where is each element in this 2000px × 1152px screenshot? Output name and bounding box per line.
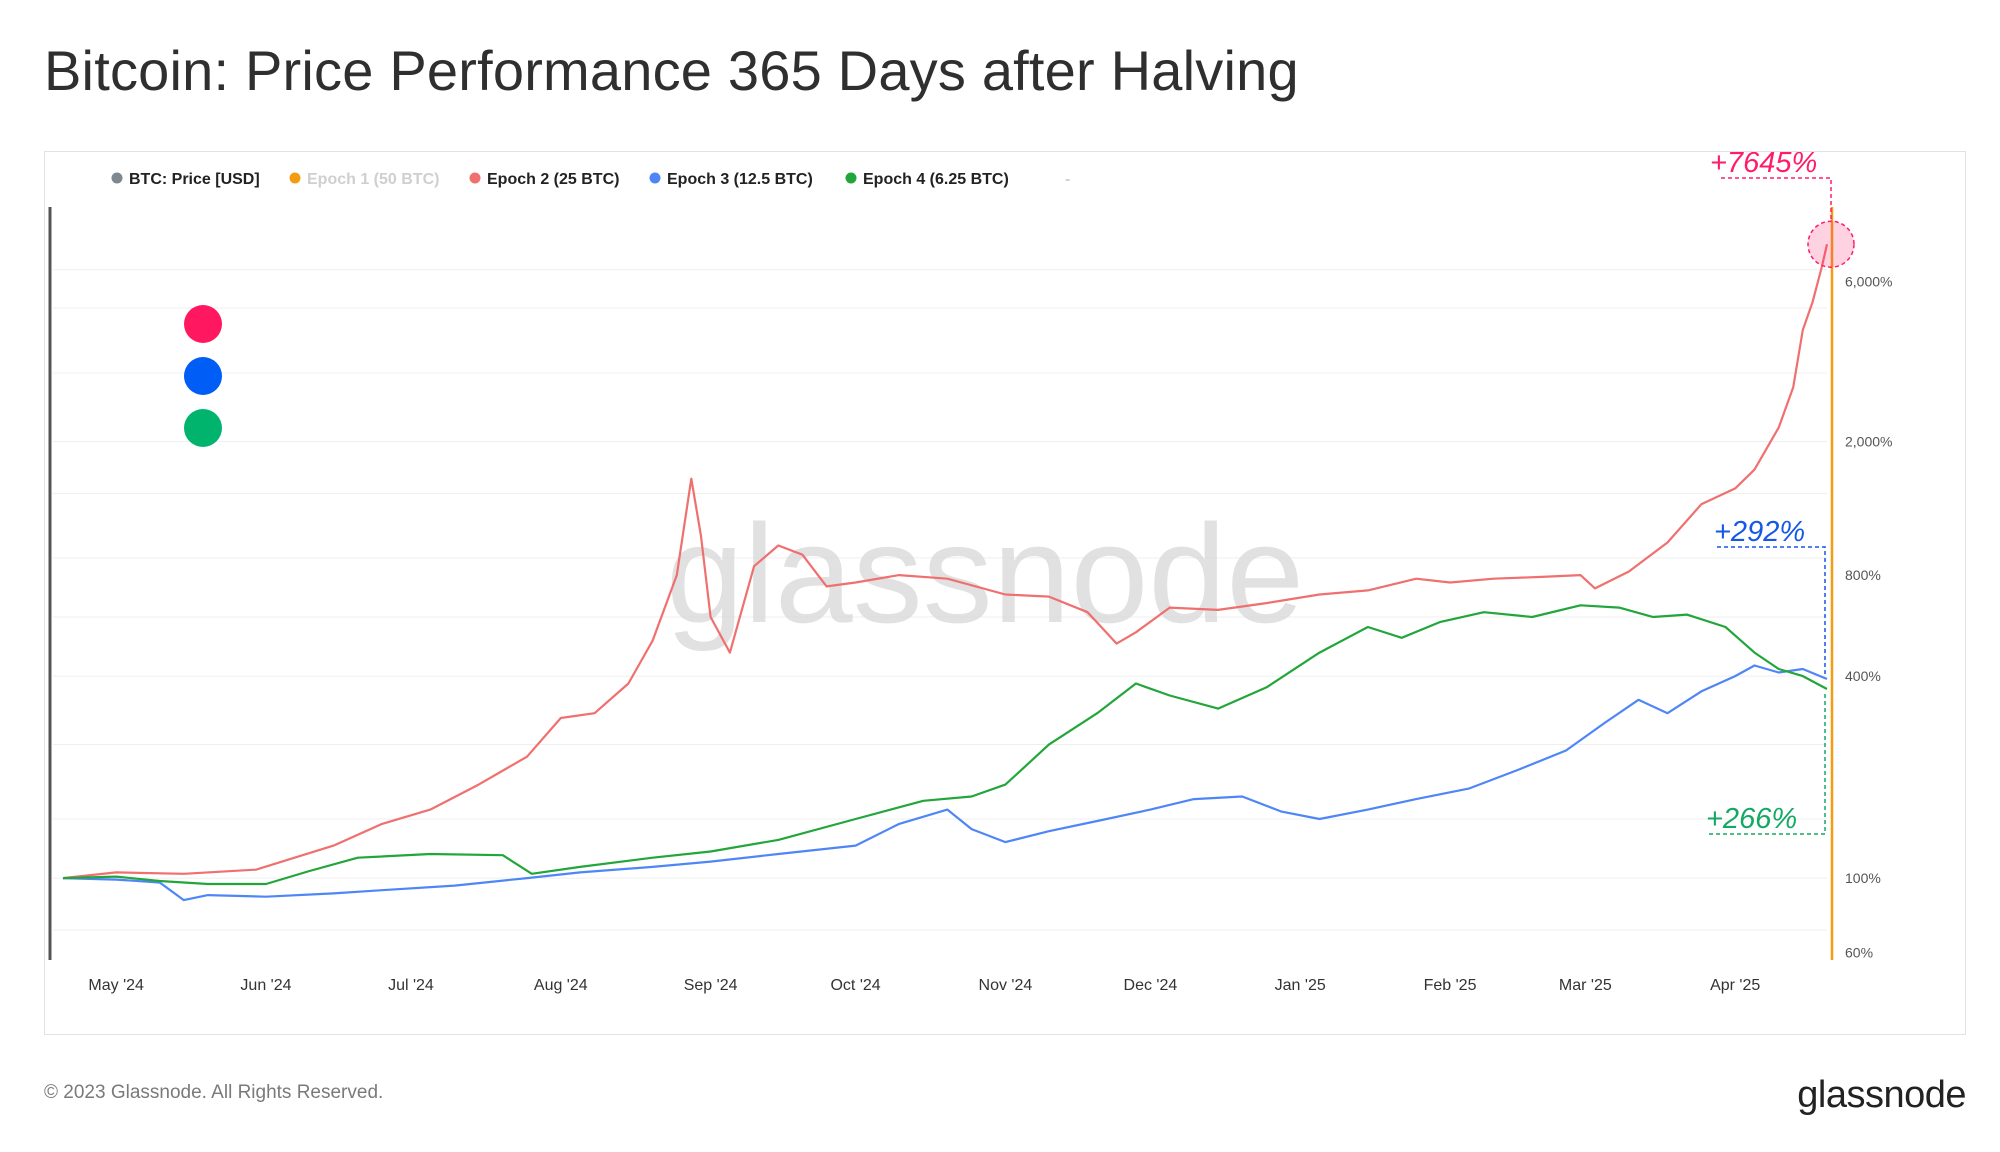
legend: BTC: Price [USD] Epoch 1 (50 BTC) Epoch 2 … — [111, 171, 1070, 188]
legend-swatch — [111, 172, 123, 184]
annotations: +7645% +292% +266% — [1706, 152, 1855, 835]
legend-label: - — [1065, 171, 1070, 188]
grid-layer — [53, 269, 1827, 931]
y-tick-label: 100% — [1845, 870, 1881, 886]
series-layer — [62, 243, 1829, 902]
x-tick-label: Oct '24 — [830, 977, 880, 994]
watermark-text: glassnode — [666, 495, 1304, 652]
legend-swatch — [469, 172, 481, 184]
x-tick-label: Jan '25 — [1275, 977, 1326, 994]
marker-dot-epoch-2 — [184, 305, 222, 343]
x-tick-label: Sep '24 — [684, 977, 738, 994]
legend-label: Epoch 3 (12.5 BTC) — [667, 171, 813, 188]
legend-item: Epoch 3 (12.5 BTC) — [649, 171, 813, 188]
series-line — [62, 604, 1828, 886]
legend-label: Epoch 1 (50 BTC) — [307, 171, 439, 188]
legend-item: BTC: Price [USD] — [111, 171, 260, 188]
y-tick-label: 60% — [1845, 945, 1873, 961]
legend-swatch — [289, 172, 301, 184]
x-tick-label: Apr '25 — [1710, 977, 1760, 994]
legend-swatch — [649, 172, 661, 184]
x-tick-label: Nov '24 — [979, 977, 1033, 994]
legend-label: Epoch 2 (25 BTC) — [487, 171, 619, 188]
chart-svg: glassnode BTC: Price [USD] Epoch 1 (50 BT… — [48, 152, 1892, 994]
marker-dot-epoch-4 — [184, 409, 222, 447]
x-tick-label: Jul '24 — [388, 977, 434, 994]
y-tick-label: 6,000% — [1845, 273, 1892, 289]
x-tick-label: Aug '24 — [534, 977, 588, 994]
x-tick-label: Dec '24 — [1124, 977, 1178, 994]
axis-layer: 60% 100% 400% 800% 2,000% 6,000% May '24 Jun '2… — [48, 207, 1892, 994]
legend-item: Epoch 2 (25 BTC) — [469, 171, 619, 188]
annotation-leader — [1709, 693, 1826, 835]
x-tick-label: Mar '25 — [1559, 977, 1612, 994]
annotation-epoch2: +7645% — [1710, 152, 1817, 179]
highlight-circle — [1807, 220, 1855, 268]
legend-label: Epoch 4 (6.25 BTC) — [863, 171, 1009, 188]
x-tick-label: Feb '25 — [1424, 977, 1477, 994]
marker-dot-epoch-3 — [184, 357, 222, 395]
footer-copyright: © 2023 Glassnode. All Rights Reserved. — [44, 1082, 384, 1103]
y-tick-label: 400% — [1845, 668, 1881, 684]
legend-item: Epoch 4 (6.25 BTC) — [845, 171, 1009, 188]
chart-frame: glassnode BTC: Price [USD] Epoch 1 (50 BT… — [44, 151, 1966, 1035]
annotation-leader — [1717, 546, 1826, 676]
marker-dots — [184, 305, 222, 447]
y-tick-label: 2,000% — [1845, 434, 1892, 450]
annotation-leader — [1721, 177, 1832, 222]
series-line — [62, 243, 1829, 880]
annotation-epoch3: +292% — [1714, 516, 1805, 548]
legend-item: - — [1065, 171, 1070, 188]
legend-item: Epoch 1 (50 BTC) — [289, 171, 439, 188]
page-title: Bitcoin: Price Performance 365 Days afte… — [44, 39, 1299, 102]
y-tick-label: 800% — [1845, 567, 1881, 583]
legend-swatch — [845, 172, 857, 184]
glassnode-logo: glassnode — [1797, 1074, 1966, 1116]
annotation-epoch4: +266% — [1706, 803, 1797, 835]
legend-label: BTC: Price [USD] — [129, 171, 260, 188]
series-line — [62, 664, 1828, 902]
x-tick-label: Jun '24 — [240, 977, 291, 994]
x-tick-label: May '24 — [88, 977, 144, 994]
